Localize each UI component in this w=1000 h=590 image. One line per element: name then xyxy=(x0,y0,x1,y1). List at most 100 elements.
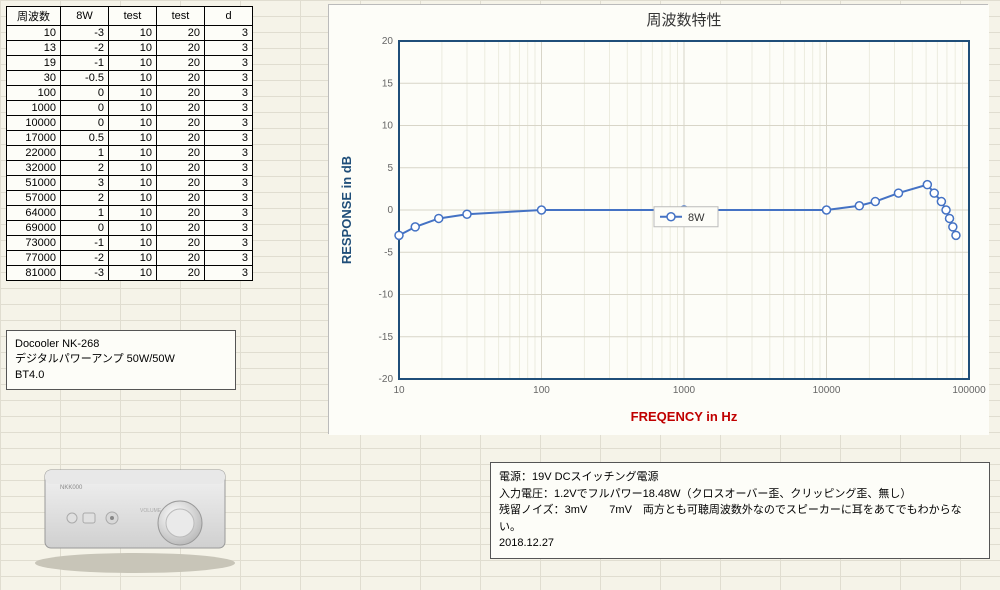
table-cell: 10 xyxy=(109,131,157,146)
table-cell: 0 xyxy=(61,101,109,116)
table-cell: 20 xyxy=(157,41,205,56)
product-line1: Docooler NK-268 xyxy=(15,337,227,352)
table-cell: 3 xyxy=(205,206,253,221)
table-cell: 10 xyxy=(109,266,157,281)
table-cell: 0 xyxy=(61,221,109,236)
svg-text:20: 20 xyxy=(382,36,394,47)
table-cell: 100 xyxy=(7,86,61,101)
notes-box: 電源：19V DCスイッチング電源 入力電圧：1.2Vでフルパワー18.48W（… xyxy=(490,462,990,559)
product-line3: BT4.0 xyxy=(15,368,227,383)
table-row: 32000210203 xyxy=(7,161,253,176)
table-cell: 3 xyxy=(205,236,253,251)
table-row: 22000110203 xyxy=(7,146,253,161)
table-cell: 10 xyxy=(109,26,157,41)
table-header: 周波数 xyxy=(7,7,61,26)
table-cell: 3 xyxy=(205,221,253,236)
table-cell: 20 xyxy=(157,221,205,236)
svg-text:15: 15 xyxy=(382,78,394,89)
table-cell: 3 xyxy=(205,191,253,206)
table-cell: 3 xyxy=(205,41,253,56)
table-header: d xyxy=(205,7,253,26)
table-cell: 3 xyxy=(205,26,253,41)
table-row: 81000-310203 xyxy=(7,266,253,281)
product-photo: NKK000 VOLUME xyxy=(20,445,250,575)
table-cell: 3 xyxy=(205,161,253,176)
table-cell: 3 xyxy=(61,176,109,191)
svg-text:-15: -15 xyxy=(379,332,394,343)
table-cell: 13 xyxy=(7,41,61,56)
svg-text:-10: -10 xyxy=(379,290,394,301)
svg-text:VOLUME: VOLUME xyxy=(140,508,162,514)
table-cell: 0 xyxy=(61,86,109,101)
table-cell: 22000 xyxy=(7,146,61,161)
table-cell: 3 xyxy=(205,86,253,101)
table-row: 19-110203 xyxy=(7,56,253,71)
svg-text:RESPONSE in dB: RESPONSE in dB xyxy=(339,156,354,264)
table-cell: 57000 xyxy=(7,191,61,206)
table-cell: 2 xyxy=(61,161,109,176)
svg-text:100: 100 xyxy=(533,385,550,396)
table-cell: 0 xyxy=(61,116,109,131)
table-row: 30-0.510203 xyxy=(7,71,253,86)
svg-text:1000: 1000 xyxy=(673,385,696,396)
table-row: 100010203 xyxy=(7,86,253,101)
table-row: 10000010203 xyxy=(7,116,253,131)
table-cell: 10 xyxy=(109,41,157,56)
table-cell: 10 xyxy=(109,176,157,191)
table-cell: 20 xyxy=(157,251,205,266)
table-cell: 3 xyxy=(205,101,253,116)
table-header: 8W xyxy=(61,7,109,26)
table-cell: 20 xyxy=(157,191,205,206)
table-row: 170000.510203 xyxy=(7,131,253,146)
table-cell: 19 xyxy=(7,56,61,71)
table-cell: -1 xyxy=(61,236,109,251)
notes-line2: 入力電圧：1.2Vでフルパワー18.48W（クロスオーバー歪、クリッピング歪、無… xyxy=(499,486,981,503)
table-cell: 17000 xyxy=(7,131,61,146)
table-cell: 3 xyxy=(205,131,253,146)
table-cell: 81000 xyxy=(7,266,61,281)
table-cell: -0.5 xyxy=(61,71,109,86)
table-cell: 20 xyxy=(157,146,205,161)
table-cell: 10 xyxy=(109,221,157,236)
table-cell: -1 xyxy=(61,56,109,71)
product-line2: デジタルパワーアンプ 50W/50W xyxy=(15,352,227,367)
svg-text:-5: -5 xyxy=(384,247,393,258)
table-cell: 10 xyxy=(109,116,157,131)
table-cell: 20 xyxy=(157,131,205,146)
table-row: 69000010203 xyxy=(7,221,253,236)
notes-line3: 残留ノイズ：3mV 7mV 両方とも可聴周波数外なのでスピーカーに耳をあてでもわ… xyxy=(499,502,981,535)
table-cell: 10 xyxy=(109,161,157,176)
table-header: test xyxy=(109,7,157,26)
svg-text:10000: 10000 xyxy=(813,385,841,396)
table-cell: 2 xyxy=(61,191,109,206)
table-cell: 10 xyxy=(109,206,157,221)
table-cell: 77000 xyxy=(7,251,61,266)
table-cell: 3 xyxy=(205,251,253,266)
table-cell: -2 xyxy=(61,251,109,266)
table-row: 1000010203 xyxy=(7,101,253,116)
table-row: 51000310203 xyxy=(7,176,253,191)
table-row: 10-310203 xyxy=(7,26,253,41)
svg-text:100000: 100000 xyxy=(952,385,986,396)
table-cell: 3 xyxy=(205,116,253,131)
svg-text:-20: -20 xyxy=(379,374,394,385)
data-table: 周波数8Wtesttestd 10-31020313-21020319-1102… xyxy=(6,6,253,281)
table-cell: 10 xyxy=(109,101,157,116)
table-cell: 20 xyxy=(157,56,205,71)
svg-text:FREQENCY in Hz: FREQENCY in Hz xyxy=(631,409,738,424)
table-cell: 20 xyxy=(157,26,205,41)
table-cell: 10 xyxy=(109,191,157,206)
table-cell: 10 xyxy=(109,236,157,251)
svg-text:8W: 8W xyxy=(688,212,705,224)
table-cell: 64000 xyxy=(7,206,61,221)
table-cell: 3 xyxy=(205,266,253,281)
table-cell: 51000 xyxy=(7,176,61,191)
table-cell: 69000 xyxy=(7,221,61,236)
table-cell: 20 xyxy=(157,71,205,86)
table-cell: 10000 xyxy=(7,116,61,131)
table-cell: -2 xyxy=(61,41,109,56)
svg-text:NKK000: NKK000 xyxy=(60,485,83,491)
table-cell: 10 xyxy=(7,26,61,41)
svg-text:周波数特性: 周波数特性 xyxy=(646,12,721,29)
table-cell: 10 xyxy=(109,86,157,101)
